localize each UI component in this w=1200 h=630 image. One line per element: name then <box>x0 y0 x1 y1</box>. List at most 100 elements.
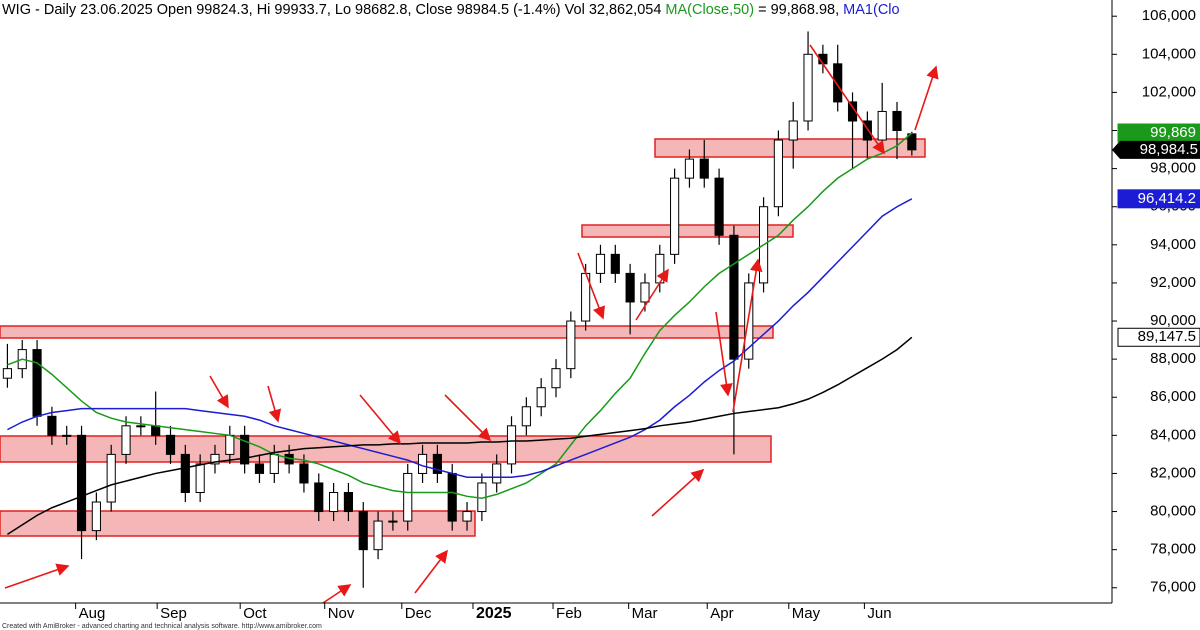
x-tick-label: Jun <box>867 605 891 622</box>
price-pointer <box>1112 140 1200 159</box>
candle-body <box>121 425 131 455</box>
candle-body <box>462 511 472 522</box>
value-tag-label: 96,414.2 <box>1138 190 1196 207</box>
arrow <box>4 563 70 589</box>
candle-body <box>195 463 205 493</box>
y-tick-label: 104,000 <box>1142 45 1196 62</box>
candle-body <box>329 491 339 513</box>
candle-body <box>432 453 442 474</box>
candle-body <box>862 120 872 141</box>
candle-body <box>373 520 383 551</box>
arrow <box>359 394 402 445</box>
arrow <box>914 65 939 131</box>
candle-body <box>684 158 695 179</box>
arrow <box>635 268 669 321</box>
candle-body <box>62 434 72 437</box>
arrow <box>809 44 885 155</box>
arrow <box>414 549 448 594</box>
candle-body <box>165 434 176 455</box>
y-tick-label: 86,000 <box>1150 388 1196 405</box>
footer: Created with AmiBroker - advanced charti… <box>2 623 322 630</box>
candle-body <box>610 253 620 274</box>
candle-body <box>892 110 902 132</box>
candle-body <box>699 158 709 179</box>
x-tick-label: Aug <box>79 605 106 622</box>
arrow <box>267 385 282 423</box>
candle-body <box>447 472 457 522</box>
y-tick-label: 80,000 <box>1150 503 1196 520</box>
chart-title: WIG - Daily 23.06.2025 Open 99824.3, Hi … <box>2 2 900 18</box>
candle-body <box>388 520 398 523</box>
plot <box>2 31 917 588</box>
moving-average <box>7 336 913 536</box>
candle-body <box>803 53 813 122</box>
moving-average <box>7 198 913 479</box>
arrow <box>209 375 229 409</box>
x-tick-label: Sep <box>160 605 187 622</box>
candle-body <box>729 234 739 360</box>
value-tag <box>1117 189 1200 209</box>
candle-body <box>640 282 650 303</box>
moving-average <box>7 132 913 499</box>
candle-body <box>506 425 517 465</box>
candle-body <box>136 425 146 428</box>
arrow <box>651 468 705 517</box>
y-tick-label: 106,000 <box>1142 7 1196 24</box>
price-label: 98,984.5 <box>1140 141 1198 158</box>
candle-body <box>595 253 606 274</box>
candle-body <box>210 453 220 465</box>
candle-body <box>76 434 87 532</box>
title-part: MA(Close,50) <box>665 2 754 18</box>
arrow <box>715 311 733 397</box>
value-tag-label: 89,147.5 <box>1138 328 1196 345</box>
candle-body <box>403 472 413 522</box>
candle-body <box>358 511 368 551</box>
candle-body <box>32 349 42 417</box>
y-tick-label: 84,000 <box>1150 426 1196 443</box>
y-tick-label: 102,000 <box>1142 83 1196 100</box>
candle-body <box>566 320 576 370</box>
title-part: WIG - Daily 23.06.2025 Open 99824.3, Hi … <box>2 2 661 18</box>
y-tick-label: 76,000 <box>1150 579 1196 596</box>
x-tick-label: 2025 <box>476 605 512 622</box>
candle-body <box>254 463 265 474</box>
x-tick-label: Feb <box>556 605 582 622</box>
x-tick-label: May <box>792 605 821 622</box>
arrow <box>732 258 763 413</box>
candle-body <box>180 453 190 493</box>
candle-body <box>521 406 531 427</box>
y-tick-label: 98,000 <box>1150 160 1196 177</box>
candle-body <box>625 272 635 303</box>
arrow <box>444 394 492 442</box>
y-tick-label: 92,000 <box>1150 274 1196 291</box>
x-tick-label: Apr <box>710 605 733 622</box>
x-tick-label: Mar <box>632 605 658 622</box>
y-tick-label: 88,000 <box>1150 350 1196 367</box>
y-tick-label: 78,000 <box>1150 541 1196 558</box>
zone <box>654 138 926 158</box>
candle-body <box>714 177 724 236</box>
candle-body <box>788 120 798 141</box>
candle-body <box>847 101 858 122</box>
zone <box>581 224 794 238</box>
title-part: = 99,868.98, <box>758 2 839 18</box>
candle-body <box>2 368 12 379</box>
arrow <box>577 252 605 320</box>
candle-body <box>343 491 354 513</box>
candle-body <box>47 415 57 436</box>
candle-body <box>314 482 324 513</box>
candle-body <box>91 501 101 532</box>
candle-body <box>877 110 887 141</box>
zone <box>0 325 774 339</box>
candle-body <box>833 63 843 103</box>
candle-body <box>551 368 561 389</box>
candle-body <box>106 453 116 503</box>
title-part: MA1(Clo <box>843 2 899 18</box>
candle-body <box>299 463 309 484</box>
candle-body <box>670 177 680 255</box>
candle-body <box>773 139 783 208</box>
annotations <box>4 44 939 604</box>
candle-body <box>240 434 250 465</box>
x-tick-label: Nov <box>328 605 355 622</box>
